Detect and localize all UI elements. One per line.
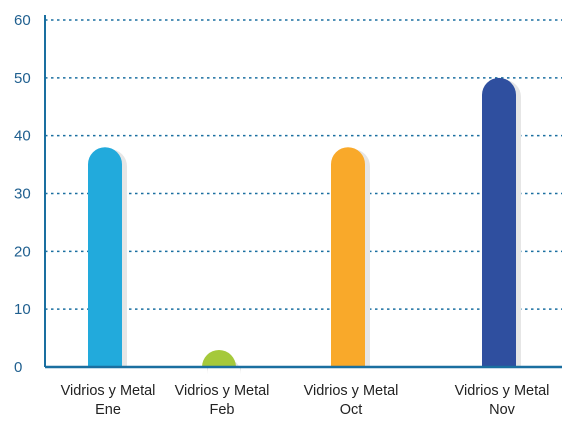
y-tick-label: 40: [14, 128, 31, 145]
y-tick-label: 0: [14, 359, 22, 376]
x-tick-label-line1: Vidrios y Metal: [304, 383, 399, 399]
x-tick-label-line1: Vidrios y Metal: [61, 383, 156, 399]
axes: [44, 15, 562, 369]
bars: [88, 77, 521, 375]
bar-oct: [331, 147, 365, 367]
x-tick-label-line1: Vidrios y Metal: [175, 383, 270, 399]
x-tick-label-line2: Feb: [210, 402, 235, 418]
y-tick-label: 20: [14, 243, 31, 260]
x-tick-label-line2: Nov: [489, 402, 516, 418]
bar-ene: [88, 147, 122, 367]
x-tick-label-line1: Vidrios y Metal: [455, 383, 550, 399]
gridlines: [45, 19, 562, 310]
x-tick-label-line2: Oct: [340, 402, 363, 418]
x-tick-label-line2: Ene: [95, 402, 121, 418]
y-tick-label: 30: [14, 186, 31, 203]
y-tick-label: 50: [14, 70, 31, 87]
y-tick-label: 10: [14, 301, 31, 318]
y-tick-label: 60: [14, 12, 31, 29]
bar-nov: [482, 77, 516, 367]
bar-feb: [202, 350, 236, 367]
labels: 0 10 20 30 40 50 60 Vidrios y Metal Ene Vidrios y…: [14, 12, 549, 418]
